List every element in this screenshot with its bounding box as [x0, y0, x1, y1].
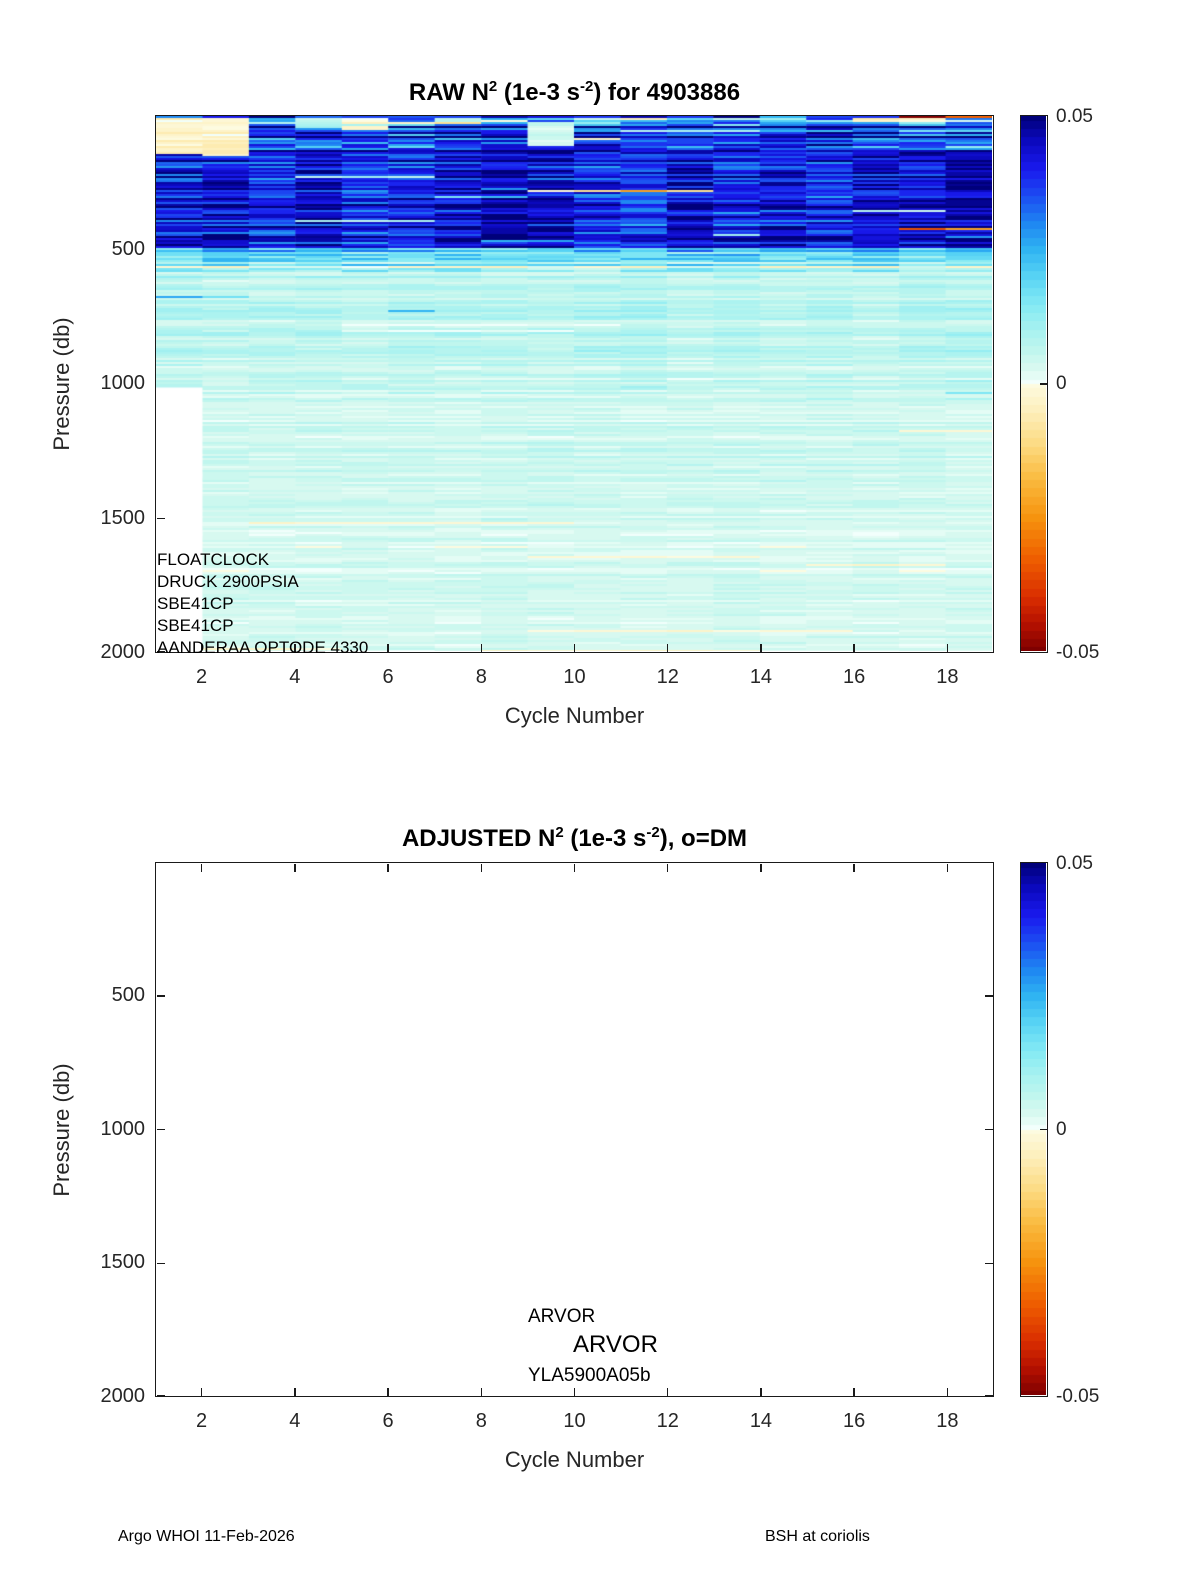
raw-y-tick-label: 2000 [100, 641, 146, 663]
raw-x-tick [200, 643, 203, 652]
raw-title-post: ) for 4903886 [593, 79, 741, 106]
adjusted-y-tick-label: 1000 [100, 1117, 146, 1140]
adjusted-x-tick [294, 1387, 296, 1396]
raw-x-tick-label: 18 [936, 666, 959, 688]
raw-x-tick [760, 643, 762, 652]
raw-plot-area [155, 115, 994, 653]
adjusted-x-tick [480, 1387, 483, 1396]
raw-title-mid: (1e-3 s [497, 79, 580, 106]
raw-x-tick [294, 643, 296, 652]
raw-x-tick-label: 8 [475, 666, 487, 688]
raw-colorbar-zero-tick [1039, 383, 1047, 385]
adjusted-colorbar-label: -0.05 [1056, 1386, 1100, 1407]
adjusted-x-tick-top [760, 863, 762, 872]
adjusted-y-tick-right [984, 1394, 993, 1397]
adjusted-plot-area [155, 862, 994, 1397]
adjusted-x-tick-label: 14 [749, 1410, 773, 1432]
raw-title-sup-minus2: -2 [579, 78, 594, 95]
raw-colorbar-label: -0.05 [1056, 642, 1100, 663]
raw-x-tick [480, 643, 483, 652]
sensor-annotation: SBE41CP [157, 594, 234, 613]
adjusted-plot-title: ADJUSTED N2 (1e-3 s-2), o=DM [155, 824, 994, 853]
adj-title-mid: (1e-3 s [563, 825, 647, 852]
raw-y-tick [156, 517, 165, 520]
adjusted-x-tick [200, 1387, 203, 1396]
adjusted-y-tick [156, 995, 165, 997]
raw-x-tick [573, 643, 576, 652]
raw-x-tick-label: 6 [382, 666, 394, 688]
raw-title-pre: RAW N [408, 79, 489, 106]
raw-x-tick [946, 643, 949, 652]
raw-x-tick [853, 643, 855, 652]
raw-plot-title: RAW N2 (1e-3 s-2) for 4903886 [155, 78, 994, 107]
adjusted-x-tick [946, 1387, 949, 1396]
adjusted-colorbar-label: 0 [1056, 1118, 1067, 1140]
adjusted-y-tick-right [984, 1128, 993, 1131]
raw-y-tick [156, 650, 165, 653]
adjusted-x-tick-top [387, 863, 389, 872]
adjusted-x-tick-top [294, 863, 296, 872]
raw-y-tick-label: 1000 [100, 372, 146, 394]
adjusted-x-tick-label: 6 [382, 1410, 394, 1432]
adjusted-x-tick-label: 12 [656, 1410, 679, 1432]
sensor-annotation: AANDERAA OPTODE 4330 [157, 638, 369, 657]
footer-right-credit: BSH at coriolis [765, 1528, 870, 1545]
adjusted-y-tick-right [984, 1262, 993, 1264]
adjusted-y-tick-label: 2000 [100, 1385, 146, 1407]
float-model-annotation: ARVOR [573, 1331, 658, 1358]
footer-left-credit: Argo WHOI 11-Feb-2026 [118, 1528, 295, 1545]
adj-title-pre: ADJUSTED N [401, 825, 556, 852]
raw-xlabel: Cycle Number [504, 703, 645, 728]
adjusted-x-tick-top [480, 863, 483, 872]
raw-x-tick [666, 643, 669, 652]
raw-heatmap-canvas [156, 116, 992, 651]
raw-x-tick-label: 2 [196, 666, 208, 688]
raw-x-tick-label: 10 [563, 666, 586, 688]
float-model-annotation: ARVOR [528, 1306, 596, 1327]
raw-colorbar-label: 0.05 [1056, 106, 1093, 127]
adjusted-x-tick [573, 1387, 576, 1396]
adjusted-x-tick-top [200, 863, 203, 872]
sensor-annotation: FLOATCLOCK [157, 550, 270, 569]
adjusted-y-tick [156, 1262, 165, 1264]
adjusted-x-tick [387, 1387, 389, 1396]
adjusted-x-tick [760, 1387, 762, 1396]
raw-x-tick [387, 643, 389, 652]
raw-y-tick-label: 500 [111, 237, 145, 260]
raw-x-tick-label: 14 [749, 666, 773, 688]
adjusted-y-tick [156, 1394, 165, 1397]
adjusted-colorbar-label: 0.05 [1056, 853, 1093, 874]
raw-x-tick-label: 12 [656, 666, 679, 688]
raw-colorbar-label: 0 [1056, 373, 1067, 394]
adjusted-y-tick-label: 500 [111, 983, 145, 1006]
adjusted-colorbar-zero-tick [1039, 1128, 1047, 1131]
adj-title-sup-minus2: -2 [646, 824, 660, 841]
adjusted-x-tick-top [573, 863, 576, 872]
adj-title-sup-2: 2 [555, 824, 564, 841]
sensor-annotation: DRUCK 2900PSIA [157, 572, 299, 591]
adjusted-x-tick [666, 1387, 669, 1396]
adjusted-x-tick-label: 2 [196, 1410, 208, 1432]
adjusted-y-tick-label: 1500 [100, 1251, 146, 1274]
adjusted-x-tick-label: 10 [563, 1410, 586, 1432]
adjusted-x-tick-top [946, 863, 949, 872]
adjusted-x-tick-label: 8 [475, 1410, 487, 1432]
adj-title-post: ), o=DM [659, 825, 748, 852]
adjusted-x-tick-label: 4 [289, 1410, 301, 1432]
raw-y-tick-label: 1500 [100, 506, 146, 529]
adjusted-x-tick-top [666, 863, 669, 872]
adjusted-xlabel: Cycle Number [504, 1447, 645, 1472]
adjusted-x-tick-label: 18 [936, 1410, 959, 1432]
adjusted-x-tick [853, 1387, 855, 1396]
adjusted-y-tick-right [984, 995, 993, 997]
raw-x-tick-label: 4 [289, 666, 301, 688]
raw-x-tick-label: 16 [843, 666, 866, 688]
adjusted-x-tick-top [853, 863, 855, 872]
raw-title-sup-2: 2 [488, 78, 498, 95]
adjusted-x-tick-label: 16 [843, 1410, 866, 1432]
adjusted-y-tick [156, 1128, 165, 1131]
sensor-annotation: SBE41CP [157, 616, 234, 635]
float-model-annotation: YLA5900A05b [528, 1365, 651, 1386]
